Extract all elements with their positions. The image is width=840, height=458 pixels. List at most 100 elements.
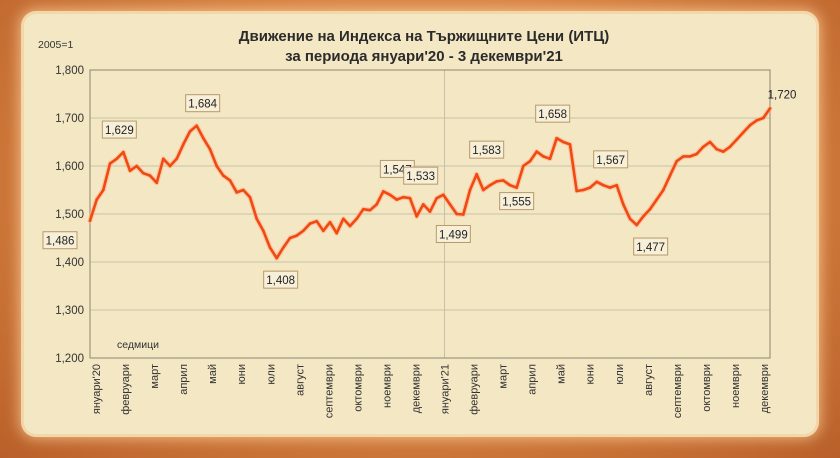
data-label-text: 1,583 bbox=[472, 145, 501, 157]
y-tick-label: 1,800 bbox=[55, 65, 84, 77]
data-point bbox=[355, 217, 358, 221]
data-point bbox=[348, 224, 352, 228]
data-label-box bbox=[535, 104, 571, 123]
data-label-box bbox=[185, 94, 221, 113]
data-point bbox=[102, 188, 105, 192]
data-label-text: 1,567 bbox=[596, 155, 625, 167]
x-tick-label: октомври bbox=[352, 364, 364, 412]
x-tick-label: септември bbox=[323, 364, 335, 418]
data-point bbox=[142, 171, 145, 175]
data-point bbox=[448, 203, 452, 206]
data-label: 1,658 bbox=[535, 104, 571, 123]
data-point bbox=[722, 150, 725, 153]
data-point bbox=[122, 150, 125, 154]
data-label-box bbox=[403, 166, 439, 185]
data-point bbox=[115, 157, 118, 161]
data-point bbox=[402, 195, 405, 199]
data-point bbox=[435, 196, 438, 200]
data-label-text: 1,684 bbox=[188, 99, 217, 111]
data-point bbox=[655, 198, 658, 201]
data-point bbox=[622, 203, 625, 206]
series-line-group bbox=[87, 105, 773, 261]
data-point bbox=[148, 174, 152, 177]
itc-line-chart: Движение на Индекса на Тържищните Цени (… bbox=[38, 28, 797, 418]
data-point bbox=[368, 208, 372, 212]
data-point bbox=[88, 219, 92, 223]
x-tick-label: август bbox=[643, 364, 655, 396]
data-point bbox=[728, 145, 732, 149]
data-point bbox=[202, 136, 205, 140]
y-tick-label: 1,400 bbox=[55, 257, 84, 269]
x-tick-label: март bbox=[498, 364, 510, 389]
x-tick-label: декември bbox=[759, 364, 771, 413]
data-label: 1,486 bbox=[42, 231, 78, 250]
data-label: 1,684 bbox=[185, 94, 221, 113]
data-label-text: 1,720 bbox=[768, 89, 797, 101]
data-label-text: 1,658 bbox=[538, 109, 567, 121]
x-tick-label: ноември bbox=[730, 364, 742, 408]
data-point bbox=[375, 203, 378, 206]
data-point bbox=[688, 155, 692, 158]
data-label-text: 1,486 bbox=[46, 236, 75, 248]
data-point bbox=[262, 229, 265, 233]
x-tick-label: август bbox=[294, 364, 306, 396]
x-tick-label: юни bbox=[236, 364, 248, 384]
data-label: 1,499 bbox=[435, 224, 471, 243]
data-point bbox=[302, 229, 305, 233]
data-label-text: 1,629 bbox=[105, 125, 134, 137]
x-tick-label: септември bbox=[672, 364, 684, 418]
x-tick-label: юли bbox=[265, 364, 277, 385]
data-point bbox=[162, 157, 165, 161]
data-label-box bbox=[435, 224, 471, 243]
data-label-box bbox=[469, 140, 505, 159]
data-point bbox=[508, 183, 512, 187]
x-tick-label: февруари bbox=[120, 364, 132, 415]
data-label-box bbox=[101, 120, 137, 139]
data-point bbox=[522, 164, 525, 168]
chart-panel: Движение на Индекса на Тържищните Цени (… bbox=[24, 14, 816, 434]
x-tick-label: май bbox=[556, 364, 568, 384]
data-point bbox=[748, 123, 752, 127]
data-label: 1,629 bbox=[101, 120, 137, 139]
data-point bbox=[282, 246, 285, 249]
x-tick-label: януари'21 bbox=[440, 364, 452, 414]
data-point bbox=[548, 157, 552, 161]
data-point bbox=[168, 164, 172, 168]
data-point bbox=[215, 164, 218, 168]
data-point bbox=[588, 186, 592, 189]
data-point bbox=[268, 246, 272, 249]
data-point bbox=[155, 181, 158, 185]
data-point bbox=[642, 215, 645, 218]
data-point bbox=[335, 231, 338, 235]
data-label: 1,583 bbox=[469, 140, 505, 159]
data-point bbox=[208, 147, 212, 151]
data-point bbox=[315, 219, 318, 223]
data-point bbox=[562, 140, 565, 144]
data-point bbox=[468, 188, 472, 192]
data-point bbox=[462, 213, 465, 216]
y-axis-ticks: 1,200 1,300 1,400 1,500 1,600 1,700 1,800 bbox=[55, 65, 84, 365]
data-point bbox=[388, 193, 392, 197]
data-point bbox=[715, 147, 718, 151]
data-point bbox=[482, 188, 485, 192]
data-point bbox=[595, 180, 598, 184]
data-point bbox=[442, 193, 445, 197]
data-point bbox=[515, 186, 518, 189]
data-point bbox=[322, 229, 325, 233]
series-label: седмици bbox=[117, 339, 159, 351]
x-tick-label: март bbox=[149, 364, 161, 389]
data-point bbox=[648, 207, 652, 211]
data-label-text: 1,477 bbox=[636, 242, 665, 254]
data-label: 1,408 bbox=[263, 270, 299, 289]
data-point bbox=[528, 159, 532, 163]
data-label-text: 1,499 bbox=[439, 229, 468, 241]
data-point bbox=[762, 116, 765, 120]
data-point bbox=[235, 191, 238, 194]
data-point bbox=[255, 217, 258, 221]
data-point bbox=[415, 215, 418, 218]
chart-subtitle: за периода януари'20 - 3 декември'21 bbox=[285, 48, 563, 65]
x-tick-label: декември bbox=[410, 364, 422, 413]
data-point bbox=[555, 136, 558, 140]
data-point bbox=[328, 220, 332, 224]
data-point bbox=[708, 140, 712, 144]
